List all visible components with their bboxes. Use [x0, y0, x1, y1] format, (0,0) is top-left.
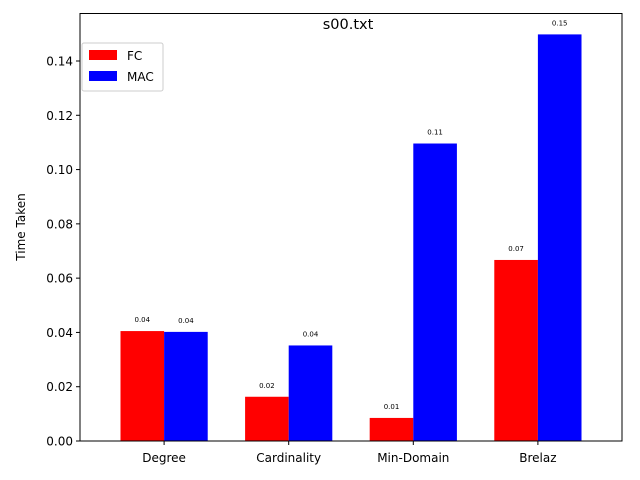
legend: FC MAC — [81, 42, 164, 92]
x-tick-label-cardinality: Cardinality — [256, 451, 321, 465]
data-label-fc-cardinality: 0.02 — [259, 382, 275, 390]
plot-frame — [79, 13, 623, 442]
bar-mac-min-domain — [413, 143, 457, 441]
data-label-mac-min-domain: 0.11 — [427, 129, 443, 137]
bar-fc-brelaz — [494, 259, 538, 441]
y-tick-label: 0.00 — [46, 435, 73, 449]
y-tick-label: 0.02 — [46, 380, 73, 394]
legend-swatch-mac — [89, 71, 117, 81]
y-tick-label: 0.10 — [46, 163, 73, 177]
y-axis-title: Time Taken — [14, 193, 28, 261]
bar-mac-cardinality — [288, 345, 333, 441]
x-tick-label-brelaz: Brelaz — [519, 451, 556, 465]
y-tick-label: 0.14 — [46, 55, 73, 69]
y-tick-label: 0.06 — [46, 272, 73, 286]
x-tick-label-min-domain: Min-Domain — [377, 451, 449, 465]
legend-label-mac: MAC — [127, 70, 154, 84]
bar-fc-degree — [120, 331, 165, 441]
legend-swatch-fc — [89, 50, 117, 60]
data-label-mac-brelaz: 0.15 — [552, 19, 568, 27]
bar-mac-degree — [164, 331, 208, 441]
data-label-fc-degree: 0.04 — [135, 316, 151, 324]
bars-group — [120, 34, 582, 442]
data-labels-group: 0.04 0.02 0.01 0.07 0.04 0.04 0.11 0.15 — [135, 19, 568, 411]
bar-fc-cardinality — [245, 396, 289, 441]
y-tick-label: 0.08 — [46, 217, 73, 231]
legend-label-fc: FC — [127, 49, 142, 63]
data-label-fc-min-domain: 0.01 — [384, 403, 400, 411]
bar-mac-brelaz — [537, 34, 582, 442]
y-tick-label: 0.12 — [46, 109, 73, 123]
chart-title: s00.txt — [323, 17, 374, 33]
x-tick-label-degree: Degree — [142, 451, 186, 465]
bar-fc-min-domain — [369, 417, 414, 441]
x-axis: Degree Cardinality Min-Domain Brelaz — [142, 441, 557, 465]
data-label-mac-degree: 0.04 — [178, 317, 194, 325]
data-label-fc-brelaz: 0.07 — [508, 245, 524, 253]
data-label-mac-cardinality: 0.04 — [303, 330, 319, 338]
y-tick-label: 0.04 — [46, 326, 73, 340]
y-axis: 0.00 0.02 0.04 0.06 0.08 0.10 0.12 0.14 — [46, 55, 80, 449]
